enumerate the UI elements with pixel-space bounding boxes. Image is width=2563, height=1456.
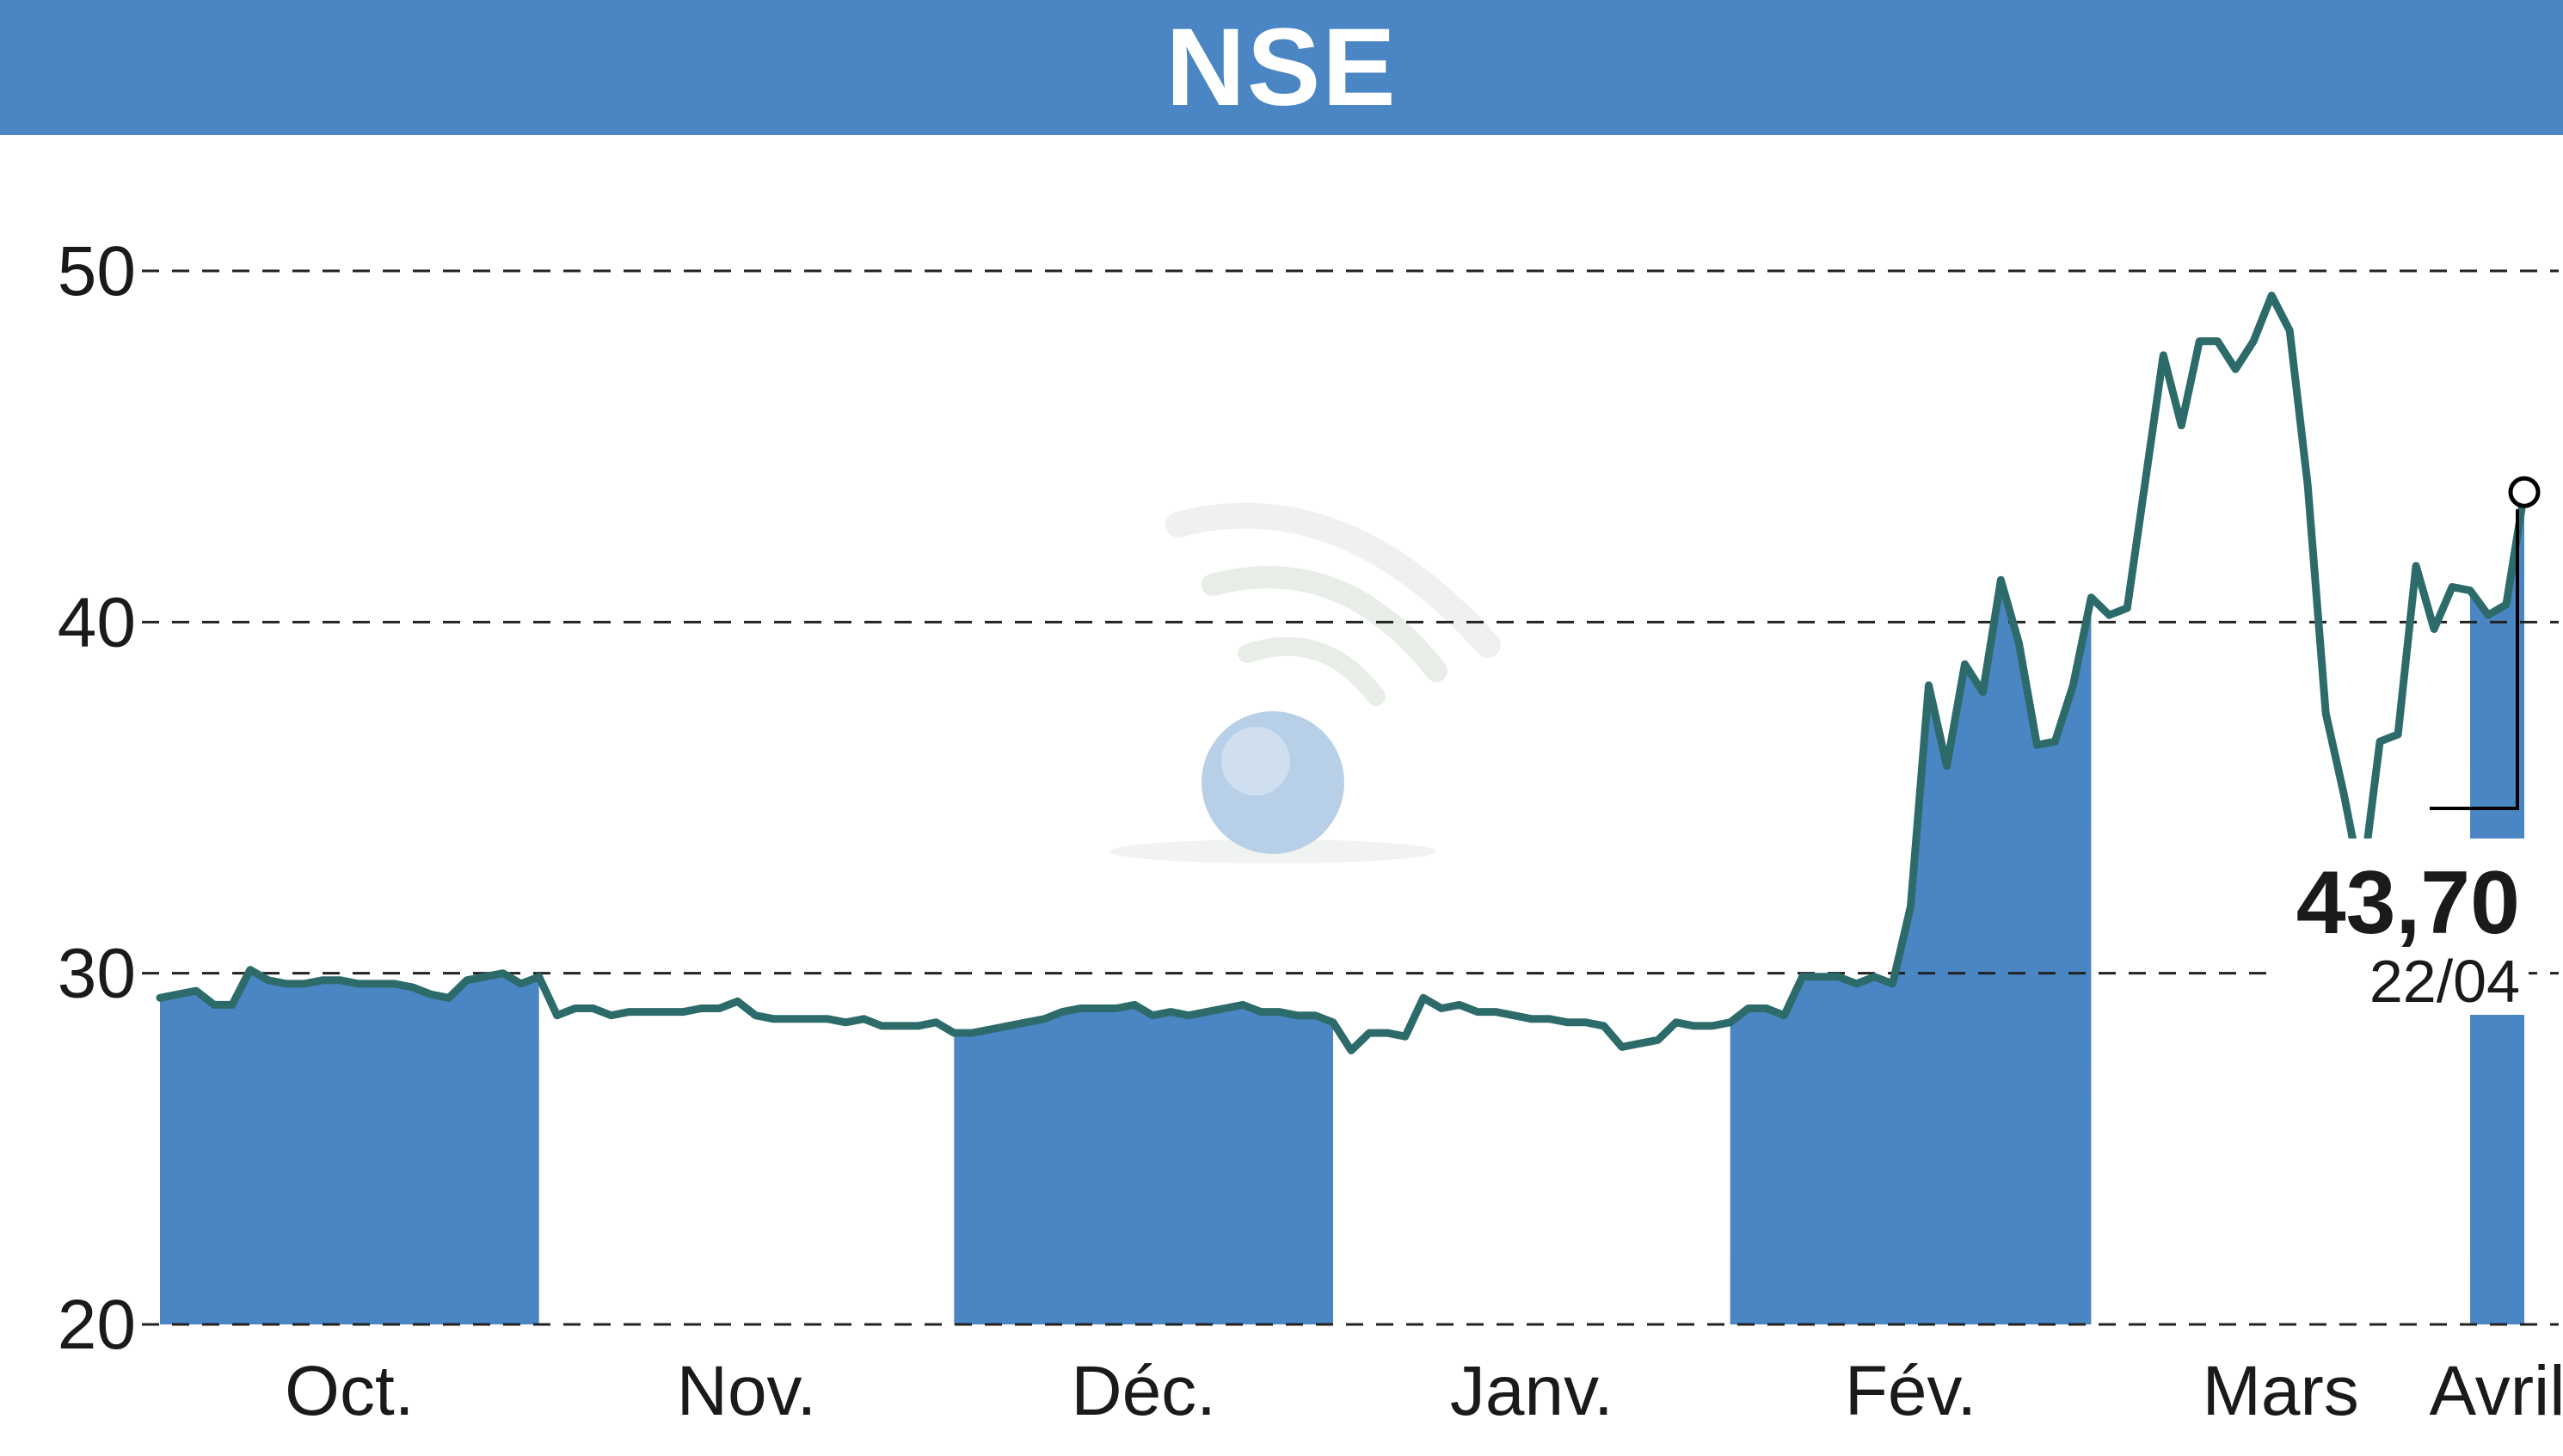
x-label-2: Nov. xyxy=(677,1352,817,1430)
last-value-callout: 43,70 22/04 xyxy=(2279,476,2541,1015)
month-shade-1 xyxy=(160,969,539,1324)
last-value-label: 43,70 xyxy=(2296,853,2520,953)
month-shade-3 xyxy=(954,1004,1334,1324)
y-tick-30: 30 xyxy=(58,935,136,1013)
last-value-background xyxy=(2279,839,2529,1015)
x-label-5: Fév. xyxy=(1845,1352,1976,1430)
x-label-7: Avril xyxy=(2430,1352,2563,1430)
x-label-6: Mars xyxy=(2203,1352,2359,1430)
y-tick-40: 40 xyxy=(58,583,136,661)
y-tick-20: 20 xyxy=(58,1286,136,1364)
y-tick-50: 50 xyxy=(58,232,136,310)
chart-title: NSE xyxy=(1165,6,1398,129)
watermark-logo xyxy=(1109,502,1501,863)
header-bar xyxy=(0,0,2563,135)
x-label-1: Oct. xyxy=(285,1352,414,1430)
gridline-group xyxy=(142,269,2559,1326)
price-line xyxy=(156,292,2529,1054)
x-label-3: Déc. xyxy=(1071,1352,1216,1430)
last-date-label: 22/04 xyxy=(2369,948,2520,1015)
last-value-marker xyxy=(2508,476,2541,508)
month-shade-5 xyxy=(1730,580,2092,1324)
x-label-4: Janv. xyxy=(1450,1352,1613,1430)
month-shade-group xyxy=(160,492,2524,1324)
x-label-group: Oct. Nov. Déc. Janv. Fév. Mars Avril xyxy=(285,1352,2563,1430)
y-tick-group: 20 30 40 50 xyxy=(58,232,136,1364)
